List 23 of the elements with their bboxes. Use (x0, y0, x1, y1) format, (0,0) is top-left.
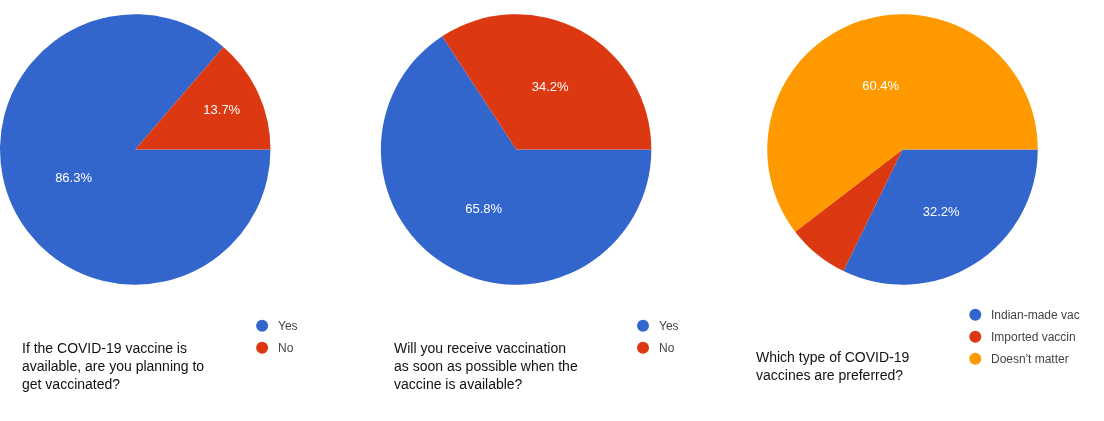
pie-slice (380, 36, 652, 285)
pie-slice (795, 149, 903, 272)
legend-label: No (278, 341, 294, 355)
pie-slice (135, 46, 271, 150)
data-label: 60.4% (862, 77, 900, 93)
pie-slice (843, 149, 1038, 285)
legend-label: Yes (659, 319, 679, 333)
pie-slice (442, 14, 652, 150)
legend-label: Doesn't matter (991, 352, 1069, 366)
data-label: 32.2% (922, 204, 960, 219)
data-label: 86.3% (55, 170, 93, 186)
legend-label: Yes (278, 319, 298, 333)
pie-slice (0, 14, 271, 285)
text: Will you receive vaccination as soon as possible when the vaccine is available? (394, 340, 578, 393)
data-label: 34.2% (531, 78, 570, 94)
data-label: 65.8% (465, 201, 503, 217)
data-label: 13.7% (203, 102, 241, 118)
text: Which type of COVID-19 vaccines are preferred? (756, 349, 910, 384)
legend-label: Indian-made vac (991, 308, 1080, 322)
legend-label: Imported vaccin (991, 330, 1076, 344)
pie-slice (767, 14, 1038, 232)
legend-label: No (659, 341, 675, 355)
text: If the COVID-19 vaccine is available, are you planning to get vaccinated? (22, 340, 205, 393)
